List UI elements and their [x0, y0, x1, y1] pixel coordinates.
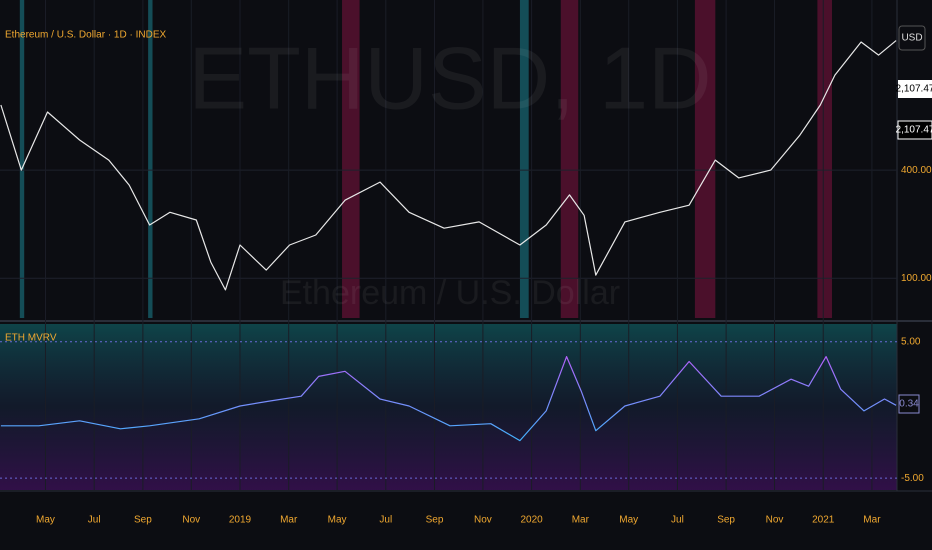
- x-tick-label: May: [328, 515, 347, 526]
- x-tick-label: Mar: [863, 515, 881, 526]
- y-tick-label: -5.00: [901, 473, 924, 484]
- price-tag-label: 2,107.47: [896, 84, 932, 95]
- highlight-band: [560, 0, 579, 318]
- mvrv-tag: [898, 394, 920, 414]
- x-tick-label: May: [36, 515, 55, 526]
- x-tick-label: Nov: [766, 515, 784, 526]
- series-line: [0, 40, 897, 291]
- highlight-band: [694, 0, 716, 318]
- x-tick-label: Nov: [182, 515, 200, 526]
- x-tick-label: Jul: [671, 515, 684, 526]
- symbol-title: Ethereum / U.S. Dollar · 1D · INDEX: [5, 30, 166, 41]
- y-tick-label: 100.00: [901, 273, 932, 284]
- x-tick-label: Mar: [572, 515, 590, 526]
- mvrv-background: [0, 324, 897, 490]
- x-tick-label: 2021: [812, 515, 835, 526]
- highlight-band: [519, 0, 529, 318]
- x-tick-label: Mar: [280, 515, 298, 526]
- watermark: ETHUSD, 1D: [188, 28, 711, 127]
- y-tick-label: 5.00: [901, 336, 921, 347]
- x-tick-label: Sep: [717, 515, 735, 526]
- x-tick-label: Sep: [426, 515, 444, 526]
- price-tag-label: 2,107.47: [896, 125, 932, 136]
- x-tick-label: May: [619, 515, 638, 526]
- x-tick-label: Jul: [379, 515, 392, 526]
- highlight-band: [817, 0, 832, 318]
- y-tick-label: 400.00: [901, 165, 932, 176]
- x-tick-label: Sep: [134, 515, 152, 526]
- x-tick-label: 2019: [229, 515, 252, 526]
- highlight-band: [342, 0, 360, 318]
- x-tick-label: Nov: [474, 515, 492, 526]
- x-tick-label: 2020: [520, 515, 543, 526]
- x-tick-label: Jul: [88, 515, 101, 526]
- currency-label: USD: [901, 33, 922, 44]
- indicator-title: ETH MVRV: [5, 333, 57, 344]
- highlight-band: [19, 0, 25, 318]
- background-layer: [0, 0, 897, 490]
- price-tag: [897, 120, 932, 140]
- watermark-subtitle: Ethereum / U.S. Dollar: [280, 274, 620, 312]
- highlight-band: [148, 0, 153, 318]
- currency-button[interactable]: [898, 25, 926, 51]
- mvrv-tag-label: 0.34: [899, 399, 919, 410]
- price-tag: [898, 80, 932, 98]
- series-line: [0, 356, 897, 442]
